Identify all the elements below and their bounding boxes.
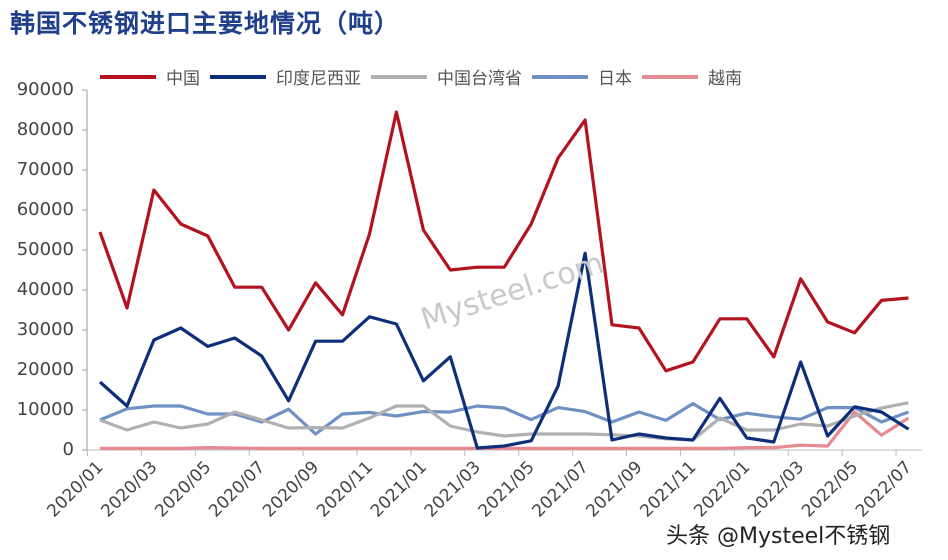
y-tick-label: 30000 xyxy=(16,319,74,340)
x-tick-label: 2020/05 xyxy=(151,457,215,521)
y-tick-label: 20000 xyxy=(16,359,74,380)
x-tick-label: 2020/03 xyxy=(97,457,161,521)
legend-label: 中国台湾省 xyxy=(437,69,522,89)
x-tick-label: 2022/05 xyxy=(798,457,862,521)
y-tick-label: 10000 xyxy=(16,399,74,420)
legend-swatch xyxy=(371,74,427,79)
chart-legend: 中国 印度尼西亚 中国台湾省 日本 越南 xyxy=(100,64,752,89)
x-tick-label: 2020/01 xyxy=(43,457,107,521)
legend-item: 日本 xyxy=(532,64,632,89)
legend-swatch xyxy=(642,74,698,79)
x-tick-label: 2021/11 xyxy=(636,457,700,521)
legend-item: 越南 xyxy=(642,64,742,89)
x-tick-label: 2021/07 xyxy=(529,457,593,521)
y-tick-label: 80000 xyxy=(16,119,74,140)
x-tick-label: 2022/03 xyxy=(744,457,808,521)
series-line-中国 xyxy=(98,110,909,373)
legend-label: 中国 xyxy=(166,69,200,89)
watermark-text: 头条 @Mysteel不锈钢 xyxy=(666,524,891,549)
y-tick-label: 60000 xyxy=(16,199,74,220)
legend-item: 印度尼西亚 xyxy=(210,64,361,89)
legend-item: 中国台湾省 xyxy=(371,64,522,89)
legend-label: 日本 xyxy=(598,69,632,89)
x-tick-label: 2022/07 xyxy=(852,457,916,521)
x-tick-label: 2021/03 xyxy=(421,457,485,521)
y-tick-label: 0 xyxy=(62,439,74,460)
y-tick-label: 40000 xyxy=(16,279,74,300)
series-line-中国台湾省 xyxy=(99,401,909,442)
x-tick-label: 2022/01 xyxy=(690,457,754,521)
x-tick-label: 2020/07 xyxy=(205,457,269,521)
series-line-印度尼西亚 xyxy=(98,251,910,450)
x-tick-label: 2020/09 xyxy=(259,457,323,521)
series-line-越南 xyxy=(100,410,910,450)
y-tick-label: 70000 xyxy=(16,159,74,180)
legend-label: 印度尼西亚 xyxy=(276,69,361,89)
legend-swatch xyxy=(100,74,156,79)
legend-label: 越南 xyxy=(708,69,742,89)
x-tick-label: 2021/01 xyxy=(367,457,431,521)
chart-title: 韩国不锈钢进口主要地情况（吨） xyxy=(10,9,401,38)
y-tick-label: 50000 xyxy=(16,239,74,260)
legend-swatch xyxy=(210,74,266,79)
x-tick-label: 2020/11 xyxy=(313,457,377,521)
legend-swatch xyxy=(532,74,588,79)
y-tick-label: 90000 xyxy=(16,79,74,100)
series-line-日本 xyxy=(99,402,910,436)
x-tick-label: 2021/05 xyxy=(475,457,539,521)
legend-item: 中国 xyxy=(100,64,200,89)
mysteel-watermark: Mysteel.com xyxy=(417,246,608,338)
x-tick-label: 2021/09 xyxy=(582,457,646,521)
